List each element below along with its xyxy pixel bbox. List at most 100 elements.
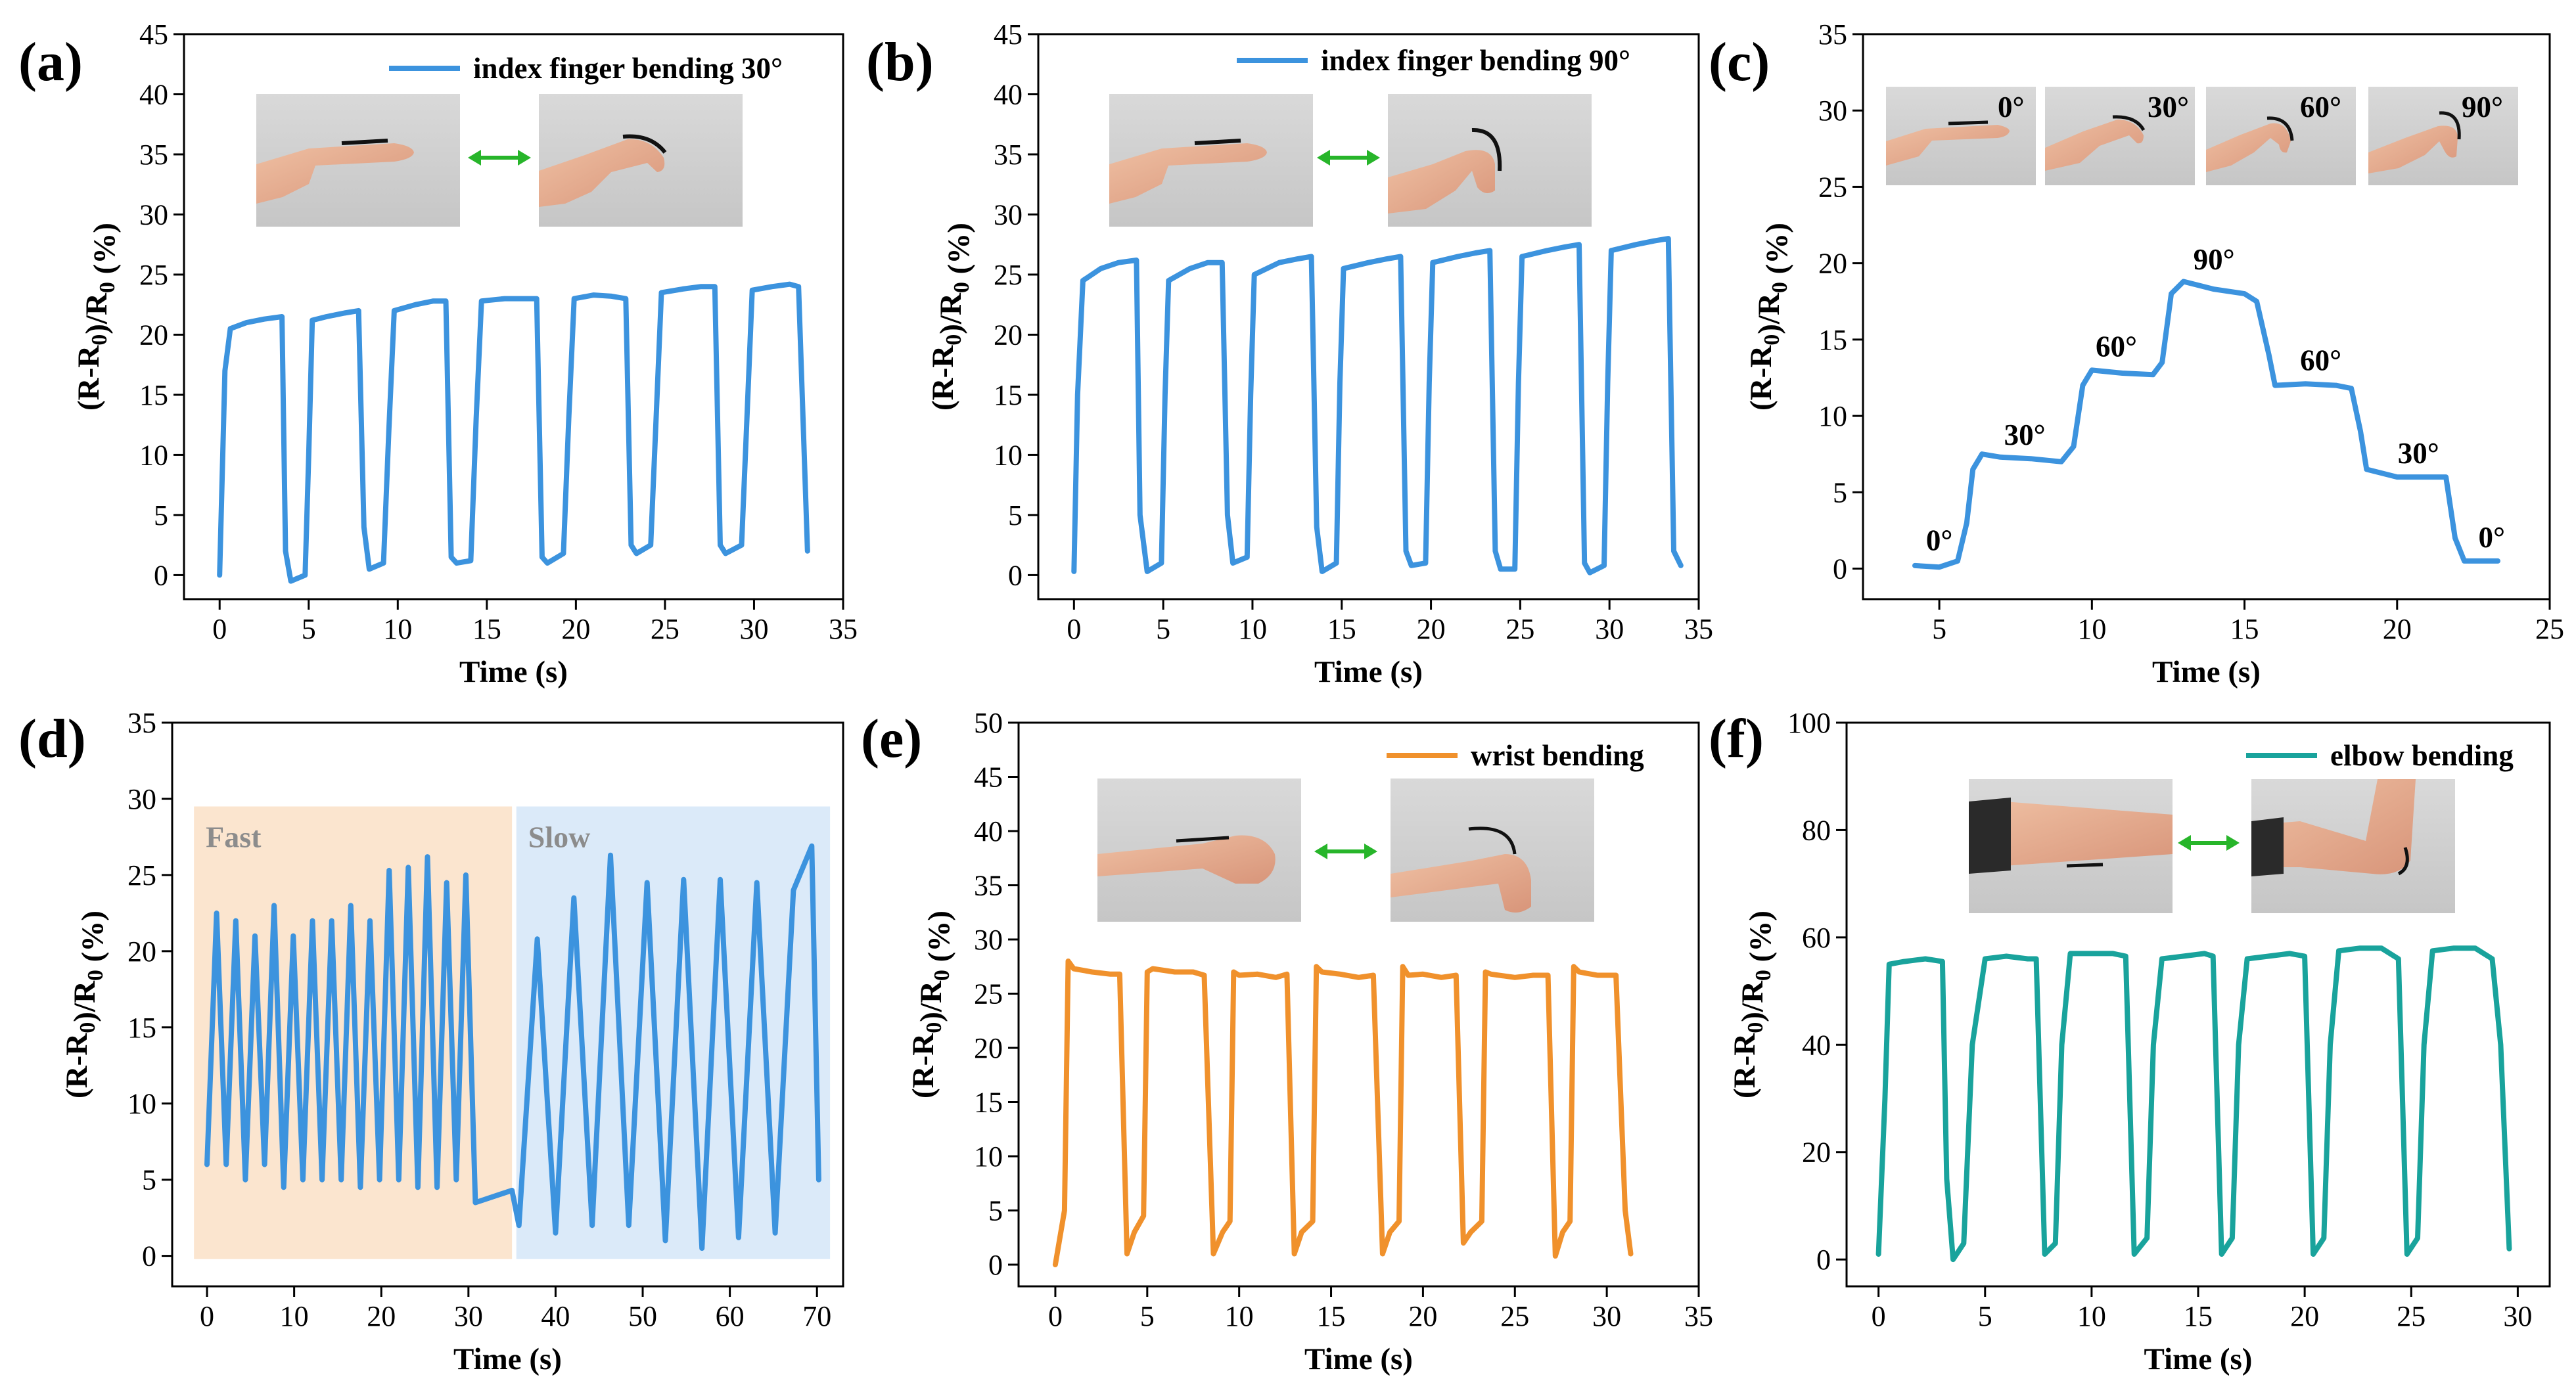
y-tick-label: 5 — [142, 1164, 156, 1196]
x-tick-label: 0 — [1067, 613, 1081, 645]
angle-annotation: 60° — [2300, 344, 2341, 376]
x-tick-label: 30 — [454, 1300, 483, 1332]
plot-d: Fast Slow 0 10 20 30 40 50 60 70 0 5 10 15 20 25 30 35 Tim… — [60, 707, 844, 1376]
plots: 0 5 10 15 20 25 30 35 0 5 10 15 20 25 30 35 40 45 Time (s)… — [60, 18, 2564, 1376]
x-tick-label: 35 — [1684, 1300, 1713, 1332]
x-tick-label: 0 — [212, 613, 227, 645]
panel-b-letter: (b) — [866, 32, 934, 93]
y-axis-title: (R-R0)/R0 (%) — [926, 223, 976, 411]
y-axis-title: (R-R0)/R0 (%) — [906, 911, 956, 1098]
y-tick-label: 20 — [974, 1032, 1003, 1064]
panel-f-legend: elbow bending — [2246, 739, 2514, 772]
x-tick-label: 30 — [1595, 613, 1624, 645]
x-axis-title: Time (s) — [1314, 655, 1423, 689]
angle-annotation: 60° — [2096, 330, 2137, 363]
y-tick-label: 5 — [988, 1195, 1003, 1227]
y-tick-label: 20 — [1818, 248, 1847, 280]
y-tick-label: 40 — [139, 78, 168, 110]
panel-f: (f) elbow bending — [1709, 708, 2514, 913]
x-tick-label: 20 — [2383, 613, 2412, 645]
x-tick-label: 70 — [802, 1300, 831, 1332]
angle-annotation: 30° — [2398, 437, 2439, 470]
x-tick-label: 10 — [1225, 1300, 1254, 1332]
x-axis-title: Time (s) — [459, 655, 568, 689]
y-tick-label: 25 — [994, 259, 1023, 291]
panel-a-legend: index finger bending 30° — [389, 52, 783, 85]
angle-annotation: 0° — [2479, 521, 2506, 554]
y-tick-label: 10 — [994, 439, 1023, 471]
x-tick-label: 10 — [2077, 1300, 2106, 1332]
x-tick-label: 15 — [1327, 613, 1356, 645]
x-tick-label: 25 — [2397, 1300, 2426, 1332]
photo-angle-label: 60° — [2300, 91, 2341, 124]
finger-90-photo: 90° — [2368, 87, 2518, 185]
x-tick-label: 5 — [1140, 1300, 1155, 1332]
y-tick-label: 0 — [988, 1249, 1003, 1281]
y-tick-label: 50 — [974, 707, 1003, 739]
x-tick-label: 0 — [1048, 1300, 1063, 1332]
plot-b: 0 5 10 15 20 25 30 35 0 5 10 15 20 25 30 35 40 45 Time (s)… — [926, 18, 1713, 689]
y-tick-label: 25 — [139, 259, 168, 291]
panel-c: (c) 0° 30° 60° — [1709, 32, 2518, 185]
finger-30-photo: 30° — [2045, 87, 2195, 185]
y-tick-label: 10 — [139, 439, 168, 471]
series-line — [1875, 945, 2512, 1263]
double-arrow-icon — [1314, 844, 1377, 859]
series-line — [217, 281, 810, 584]
y-tick-label: 0 — [1816, 1244, 1831, 1276]
photo-angle-label: 0° — [1998, 91, 2025, 124]
legend-label: index finger bending 30° — [473, 52, 783, 85]
y-tick-label: 25 — [127, 859, 156, 892]
arm-straight-photo — [1969, 779, 2173, 913]
panel-f-photos — [1969, 779, 2455, 913]
panel-e-letter: (e) — [861, 708, 922, 769]
panel-d-letter: (d) — [18, 708, 86, 769]
series-line — [1052, 959, 1634, 1267]
y-tick-label: 35 — [994, 139, 1023, 171]
x-tick-label: 20 — [561, 613, 590, 645]
x-tick-label: 25 — [1500, 1300, 1529, 1332]
panel-e-photos — [1097, 779, 1594, 922]
panel-e: (e) wrist bending — [861, 708, 1644, 922]
y-tick-label: 35 — [974, 870, 1003, 902]
angle-annotation: 0° — [1926, 524, 1953, 557]
series-line — [1912, 279, 2500, 570]
panel-c-letter: (c) — [1709, 32, 1770, 93]
panel-b-legend: index finger bending 90° — [1237, 44, 1630, 77]
x-tick-label: 15 — [472, 613, 501, 645]
y-tick-label: 15 — [994, 379, 1023, 411]
photo-angle-label: 90° — [2462, 91, 2503, 124]
y-tick-label: 30 — [127, 783, 156, 815]
x-tick-label: 15 — [2230, 613, 2259, 645]
x-axis-title: Time (s) — [2152, 655, 2261, 689]
plot-frame — [183, 33, 844, 600]
series-line — [1071, 236, 1684, 576]
x-tick-label: 10 — [2077, 613, 2106, 645]
y-tick-label: 40 — [994, 78, 1023, 110]
y-axis-title: (R-R0)/R0 (%) — [1728, 911, 1778, 1098]
panel-a-photos — [256, 94, 743, 227]
y-tick-label: 5 — [1833, 476, 1847, 508]
x-tick-label: 30 — [2503, 1300, 2532, 1332]
y-tick-label: 10 — [1818, 400, 1847, 432]
plot-f: 0 5 10 15 20 25 30 0 20 40 60 80 100 Time (s) (R-R0)/R… — [1728, 707, 2551, 1376]
y-tick-label: 100 — [1787, 707, 1831, 739]
y-tick-label: 0 — [142, 1240, 156, 1273]
x-tick-label: 60 — [716, 1300, 745, 1332]
plot-c: 5 10 15 20 25 0 5 10 15 20 25 30 35 Time (s) (R-R0)/R0… — [1744, 18, 2564, 689]
finger-bent-30-photo — [539, 94, 743, 227]
y-tick-label: 80 — [1802, 814, 1831, 846]
double-arrow-icon — [1317, 150, 1380, 166]
y-tick-label: 35 — [127, 707, 156, 739]
y-tick-label: 40 — [974, 815, 1003, 847]
y-tick-label: 15 — [974, 1087, 1003, 1119]
finger-straight-photo — [1109, 94, 1313, 227]
plot-a: 0 5 10 15 20 25 30 35 0 5 10 15 20 25 30 35 40 45 Time (s)… — [72, 18, 858, 689]
x-tick-label: 5 — [1978, 1300, 1992, 1332]
y-tick-label: 35 — [1818, 18, 1847, 51]
y-tick-label: 15 — [1818, 324, 1847, 356]
y-tick-label: 60 — [1802, 922, 1831, 954]
x-tick-label: 40 — [541, 1300, 570, 1332]
y-tick-label: 20 — [994, 319, 1023, 351]
plot-frame — [1862, 33, 2551, 600]
